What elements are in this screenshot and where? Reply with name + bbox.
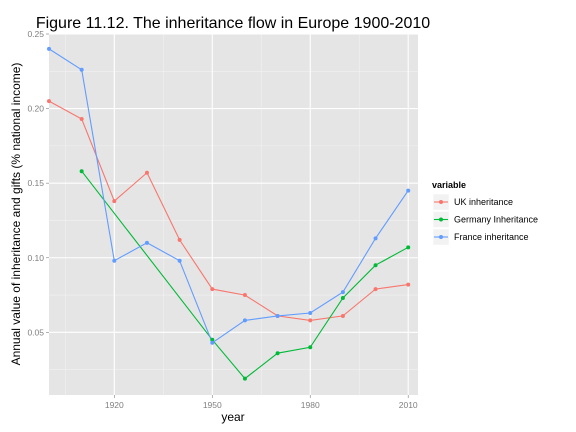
y-axis-ticks: 0.05 0.10 0.15 0.20 0.25 — [27, 29, 49, 337]
data-point-germany-inheritance — [210, 337, 215, 342]
data-point-france-inheritance — [373, 236, 378, 241]
series-line-germany-inheritance — [81, 170, 409, 380]
data-point-germany-inheritance — [340, 296, 345, 301]
x-axis-title: year — [221, 410, 244, 424]
legend-label: Germany Inheritance — [454, 215, 538, 225]
x-tick-label: 1950 — [203, 400, 222, 410]
y-tick-label: 0.05 — [27, 327, 44, 337]
legend-items: UK inheritance Germany Inheritance France … — [432, 193, 538, 246]
data-point-france-inheritance — [177, 258, 182, 263]
grid-minor — [49, 34, 418, 395]
x-tick-label: 1980 — [301, 400, 320, 410]
data-point-uk-inheritance — [177, 237, 182, 242]
data-point-uk-inheritance — [47, 99, 51, 104]
legend-key-point — [439, 217, 443, 222]
data-point-france-inheritance — [308, 310, 313, 315]
data-point-uk-inheritance — [210, 287, 215, 292]
data-point-germany-inheritance — [308, 345, 313, 350]
data-point-uk-inheritance — [340, 313, 345, 318]
y-tick-label: 0.20 — [27, 104, 44, 114]
data-point-uk-inheritance — [373, 287, 378, 292]
series-line-france-inheritance — [48, 48, 409, 344]
data-point-uk-inheritance — [79, 117, 84, 122]
y-axis-title: Annual value of inheritance and gifts (%… — [9, 63, 23, 366]
grid-major — [49, 33, 418, 395]
y-tick-label: 0.10 — [27, 253, 44, 263]
legend: variable UK inheritance Germany Inheritan… — [432, 180, 538, 246]
data-point-france-inheritance — [79, 67, 84, 72]
data-point-uk-inheritance — [308, 318, 313, 323]
data-point-france-inheritance — [144, 240, 149, 245]
plot-panel — [49, 34, 418, 395]
legend-key-point — [439, 235, 443, 239]
data-point-uk-inheritance — [144, 170, 149, 175]
legend-key-point — [439, 200, 443, 204]
data-point-france-inheritance — [275, 313, 280, 318]
legend-label: UK inheritance — [454, 197, 513, 207]
data-point-france-inheritance — [210, 340, 215, 345]
series-line-uk-inheritance — [48, 100, 409, 321]
data-point-france-inheritance — [340, 290, 345, 295]
legend-title: variable — [432, 180, 466, 190]
data-point-germany-inheritance — [275, 351, 280, 356]
data-point-germany-inheritance — [79, 169, 84, 174]
legend-item-uk-inheritance: UK inheritance — [432, 193, 513, 211]
data-point-uk-inheritance — [242, 293, 247, 298]
x-axis-ticks: 1920 1950 1980 2010 — [105, 395, 418, 410]
data-point-france-inheritance — [47, 46, 51, 51]
data-point-germany-inheritance — [373, 263, 378, 268]
y-tick-label: 0.25 — [27, 29, 44, 39]
legend-item-germany-inheritance: Germany Inheritance — [432, 211, 538, 228]
data-point-france-inheritance — [242, 318, 247, 323]
legend-label: France inheritance — [454, 232, 529, 242]
series-lines — [48, 48, 409, 380]
data-point-france-inheritance — [406, 188, 411, 193]
data-point-germany-inheritance — [406, 245, 411, 250]
data-point-uk-inheritance — [112, 199, 117, 204]
series-points — [47, 46, 411, 381]
y-tick-label: 0.15 — [27, 178, 44, 188]
x-tick-label: 1920 — [105, 400, 124, 410]
data-point-germany-inheritance — [242, 376, 247, 381]
data-point-france-inheritance — [112, 258, 117, 263]
data-point-uk-inheritance — [406, 282, 411, 287]
legend-item-france-inheritance: France inheritance — [432, 228, 529, 246]
chart-title: Figure 11.12. The inheritance flow in Eu… — [36, 15, 430, 32]
x-tick-label: 2010 — [399, 400, 418, 410]
